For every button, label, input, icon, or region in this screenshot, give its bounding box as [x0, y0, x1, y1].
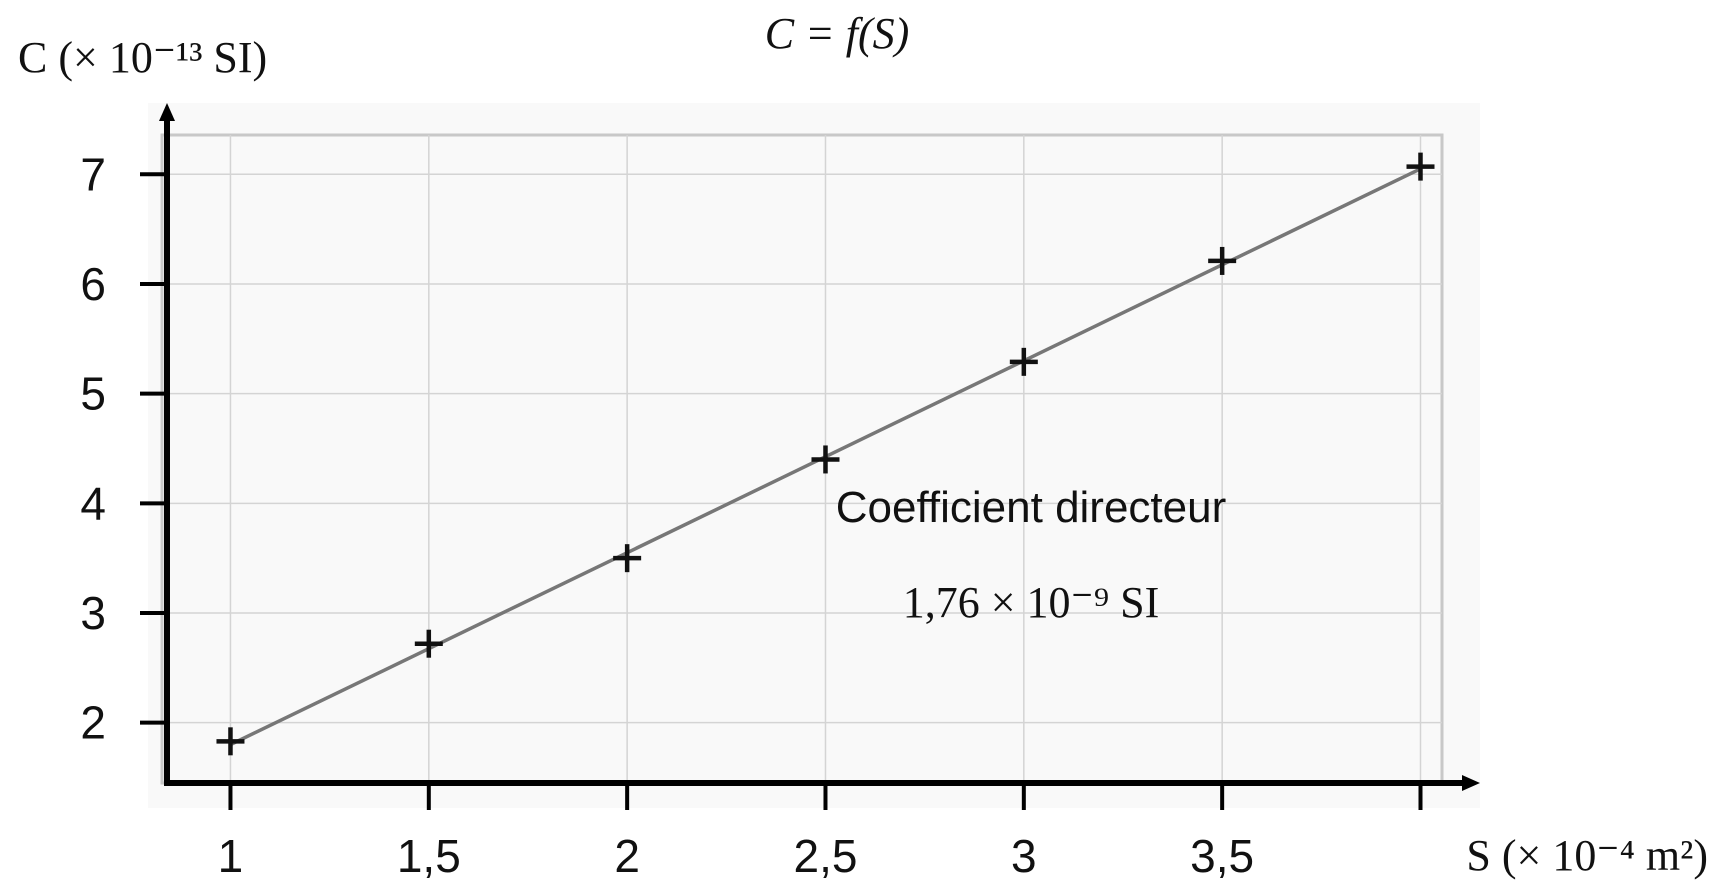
data-point	[1406, 152, 1435, 181]
x-tick-label: 3,5	[1190, 830, 1254, 880]
annotation-label: Coefficient directeur	[836, 483, 1227, 532]
data-point	[811, 445, 840, 474]
y-tick-label: 6	[80, 258, 106, 310]
y-ticks: 2 3 4 5 6 7	[80, 148, 167, 749]
y-axis-label: C (× 10⁻¹³ SI)	[18, 33, 267, 82]
data-points	[216, 152, 1435, 756]
data-point	[613, 544, 642, 573]
x-axis-label: S (× 10⁻⁴ m²)	[1466, 831, 1708, 880]
x-tick-label: 1,5	[397, 830, 461, 880]
x-axis-arrow	[1462, 775, 1480, 791]
y-tick-label: 3	[80, 587, 106, 639]
y-tick-label: 7	[80, 148, 106, 200]
y-tick-label: 2	[80, 697, 106, 749]
y-axis-arrow	[159, 103, 175, 121]
x-tick-label: 2,5	[794, 830, 858, 880]
grid	[162, 135, 1442, 783]
y-tick-label: 4	[80, 477, 106, 529]
x-tick-label: 2	[614, 830, 640, 880]
chart-title: C = f(S)	[765, 9, 910, 58]
y-tick-label: 5	[80, 368, 106, 420]
plot-panel	[148, 103, 1480, 808]
annotation-value: 1,76 × 10⁻⁹ SI	[903, 578, 1160, 627]
x-tick-label: 3	[1011, 830, 1037, 880]
data-point	[1009, 347, 1038, 376]
data-point	[216, 727, 245, 756]
x-tick-label: 1	[218, 830, 244, 880]
data-point	[414, 629, 443, 658]
data-point	[1208, 246, 1237, 275]
x-ticks: 1 1,5 2 2,5 3 3,5	[218, 783, 1423, 880]
